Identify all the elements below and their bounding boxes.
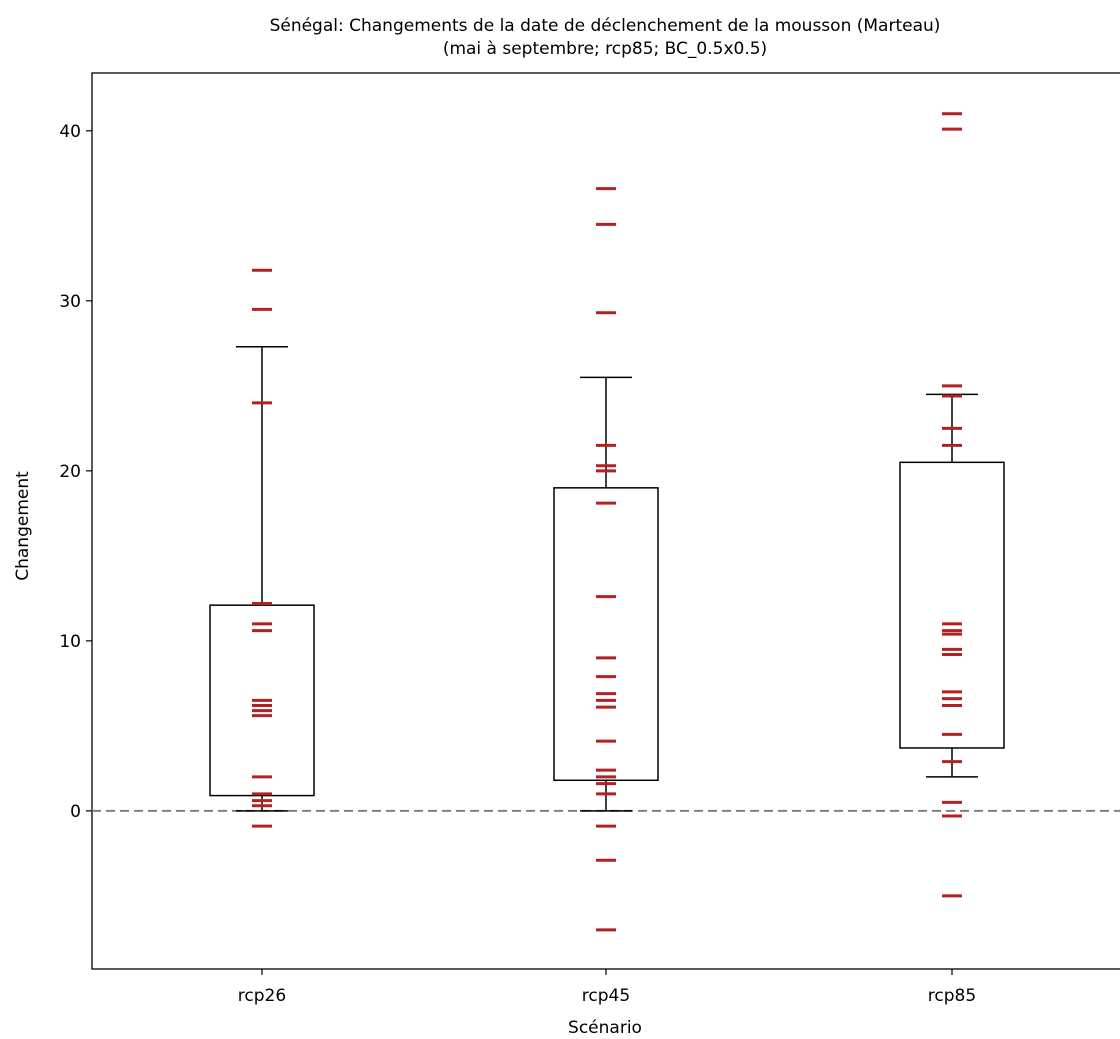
y-tick-label: 10 [59, 632, 81, 652]
plot-area [91, 72, 1120, 970]
points-rcp45 [596, 187, 616, 932]
points-rcp85 [942, 112, 962, 898]
y-tick-label: 40 [59, 122, 81, 142]
points-rcp26 [252, 268, 272, 828]
x-tick-label: rcp26 [238, 986, 286, 1006]
x-tick-label: rcp45 [582, 986, 630, 1006]
box-rcp45 [553, 376, 659, 812]
chart-title: Sénégal: Changements de la date de décle… [270, 16, 941, 36]
x-axis-label: Scénario [568, 1018, 642, 1038]
iqr-box [899, 461, 1005, 749]
y-axis-label: Changement [13, 471, 33, 581]
y-axis: 0 10 20 30 40 [59, 122, 92, 822]
y-tick-label: 0 [70, 802, 81, 822]
iqr-box [553, 487, 659, 782]
box-rcp85 [899, 393, 1005, 778]
x-axis: rcp26 rcp45 rcp85 [238, 969, 976, 1006]
y-tick-label: 20 [59, 462, 81, 482]
box-rcp26 [209, 345, 315, 812]
point-layer [252, 112, 962, 932]
y-tick-label: 30 [59, 292, 81, 312]
chart-subtitle: (mai à septembre; rcp85; BC_0.5x0.5) [443, 39, 767, 59]
iqr-box [209, 604, 315, 797]
x-tick-label: rcp85 [928, 986, 976, 1006]
box-layer [209, 345, 1005, 812]
